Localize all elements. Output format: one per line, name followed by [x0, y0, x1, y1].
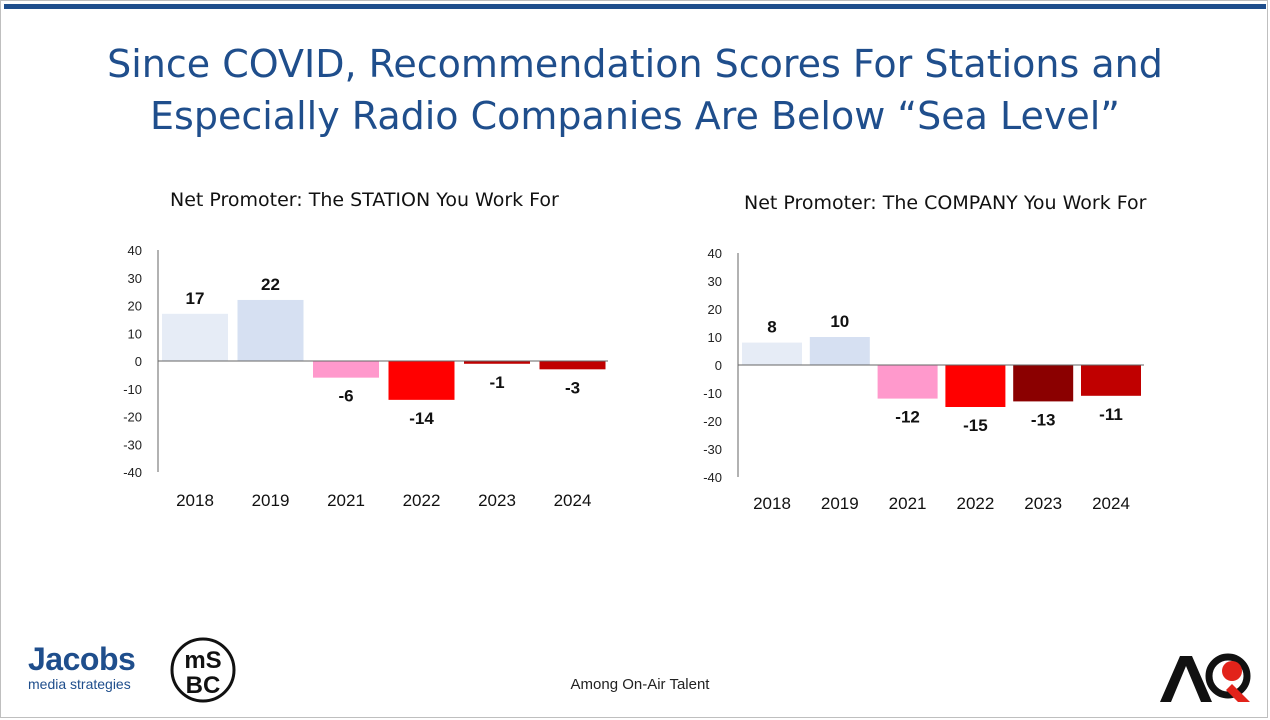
bar-2021	[877, 365, 938, 399]
aq-logo: AQ	[1158, 652, 1251, 702]
y-tick-label: -40	[703, 470, 722, 485]
footnote: Among On-Air Talent	[570, 676, 710, 693]
jacobs-logo-subtitle: media strategies	[28, 676, 131, 692]
data-label-2023: -1	[489, 373, 504, 392]
y-tick-label: 30	[128, 271, 142, 286]
data-label-2019: 22	[261, 275, 280, 294]
x-tick-label-2022: 2022	[956, 494, 994, 513]
x-tick-label-2023: 2023	[478, 491, 516, 510]
bar-2018	[162, 313, 228, 361]
y-tick-label: 10	[128, 326, 142, 341]
company-chart-title: Net Promoter: The COMPANY You Work For	[744, 192, 1147, 214]
bar-2019	[237, 299, 304, 361]
y-tick-label: 20	[708, 302, 722, 317]
bar-2024	[539, 361, 606, 370]
data-label-2019: 10	[830, 312, 849, 331]
jacobs-logo-word: Jacobs	[28, 641, 136, 677]
jacobs-media-logo: Jacobs media strategies	[28, 641, 136, 692]
msbc-logo: mS BC	[170, 637, 236, 703]
x-tick-label-2018: 2018	[176, 491, 214, 510]
x-tick-label-2021: 2021	[889, 494, 927, 513]
bar-2021	[313, 361, 379, 378]
company-nps-chart: 40 30 20 10 0 -10 -20 -30 -40 8 2018 10 2019 -12 2021 -…	[703, 246, 1144, 513]
x-tick-label-2018: 2018	[753, 494, 791, 513]
x-tick-label-2024: 2024	[1092, 494, 1130, 513]
data-label-2022: -15	[963, 416, 988, 435]
data-label-2022: -14	[409, 409, 434, 428]
y-tick-label: 10	[708, 330, 722, 345]
x-tick-label-2019: 2019	[821, 494, 859, 513]
y-tick-label: -10	[123, 382, 142, 397]
top-accent-rule	[4, 4, 1266, 9]
msbc-logo-bottom: BC	[186, 672, 221, 699]
y-tick-label: 0	[135, 354, 142, 369]
data-label-2021: -6	[338, 387, 353, 406]
slide-title: Since COVID, Recommendation Scores For S…	[40, 38, 1230, 142]
x-tick-label-2022: 2022	[403, 491, 441, 510]
station-chart-title: Net Promoter: The STATION You Work For	[170, 189, 559, 211]
station-nps-chart: 40 30 20 10 0 -10 -20 -30 -40 17 2018 22 2019 -6 2021 -…	[123, 243, 608, 510]
data-label-2018: 17	[186, 289, 205, 308]
slide-title-line-1: Since COVID, Recommendation Scores For S…	[107, 42, 1163, 86]
data-label-2024: -3	[565, 378, 580, 397]
y-tick-label: 0	[715, 358, 722, 373]
bar-2023	[1013, 365, 1074, 402]
y-tick-label: -20	[123, 410, 142, 425]
bar-2024	[1081, 365, 1141, 396]
data-label-2024: -11	[1099, 405, 1123, 424]
y-tick-label: -10	[703, 386, 722, 401]
bar-2023	[464, 361, 530, 364]
y-tick-label: -40	[123, 465, 142, 480]
slide-title-line-2: Especially Radio Companies Are Below “Se…	[150, 94, 1120, 138]
x-tick-label-2024: 2024	[554, 491, 592, 510]
data-label-2018: 8	[767, 318, 776, 337]
y-tick-label: -30	[123, 437, 142, 452]
x-tick-label-2023: 2023	[1024, 494, 1062, 513]
x-tick-label-2019: 2019	[252, 491, 290, 510]
y-tick-label: 40	[708, 246, 722, 261]
msbc-logo-top: mS	[184, 647, 221, 674]
bar-2022	[945, 365, 1006, 407]
bar-2018	[742, 342, 802, 365]
aq-logo-text: AQ	[1158, 652, 1160, 653]
y-tick-label: -20	[703, 414, 722, 429]
y-tick-label: 40	[128, 243, 142, 258]
x-tick-label-2021: 2021	[327, 491, 365, 510]
bar-2022	[388, 361, 455, 400]
data-label-2021: -12	[895, 408, 920, 427]
y-tick-label: 30	[708, 274, 722, 289]
data-label-2023: -13	[1031, 410, 1056, 429]
bar-2019	[809, 337, 870, 365]
y-tick-label: -30	[703, 442, 722, 457]
y-tick-label: 20	[128, 299, 142, 314]
